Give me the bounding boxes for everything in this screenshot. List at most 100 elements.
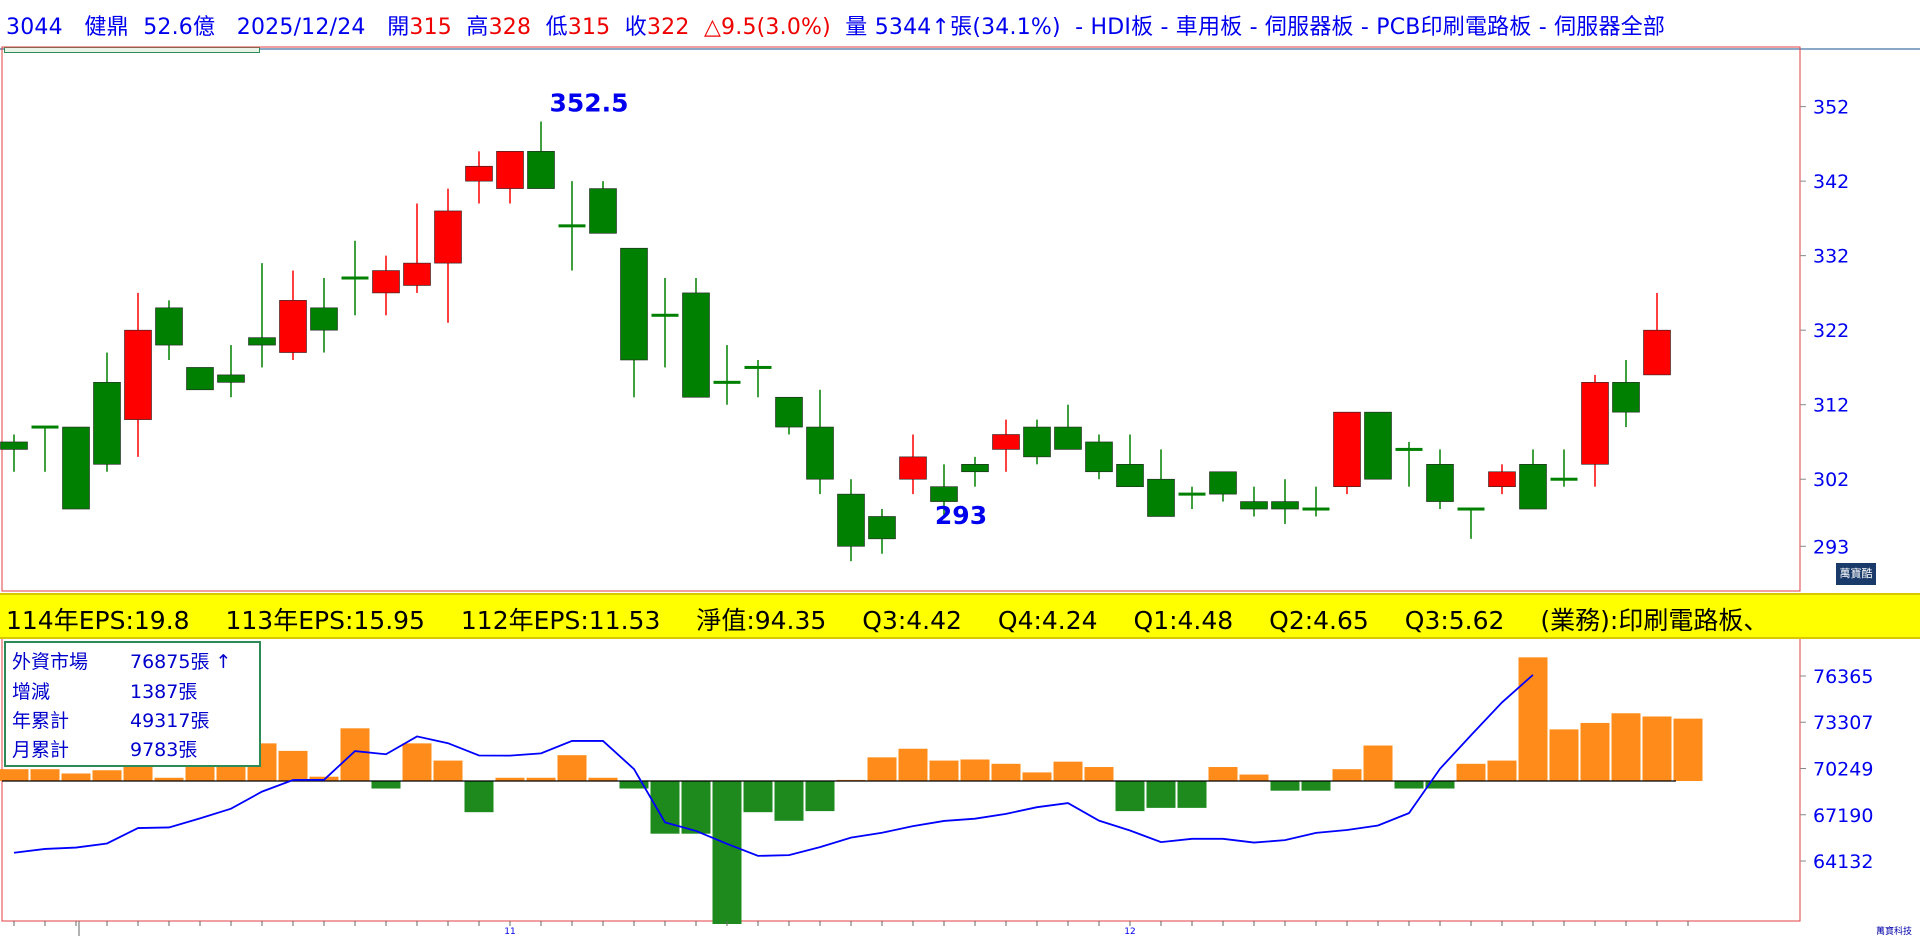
candle-body: [589, 188, 617, 234]
foreign-bar-sell: [712, 781, 742, 924]
foreign-bar-sell: [1270, 781, 1300, 791]
candle-doji: [31, 425, 59, 429]
candle-body: [806, 426, 834, 480]
foreign-bar-buy: [340, 728, 370, 781]
foreign-value: 9783張: [130, 739, 198, 761]
candle-body: [0, 441, 28, 450]
candle-doji: [713, 380, 741, 384]
candle-body: [1054, 426, 1082, 450]
foreign-bar-sell: [774, 781, 804, 821]
price-axis: 352 342 332 322 312 302 293: [1800, 97, 1849, 558]
price-tick-label: 342: [1813, 171, 1849, 193]
foreign-value: 1387張: [130, 681, 198, 703]
foreign-bar-sell: [1146, 781, 1176, 808]
candle-body: [1643, 329, 1671, 376]
candle-body: [1519, 464, 1547, 510]
bar-layer: [0, 657, 1703, 924]
eps-q3: Q3:5.62: [1404, 606, 1505, 635]
foreign-bar-buy: [61, 773, 91, 781]
foreign-bar-buy: [1084, 767, 1114, 781]
candle-body: [403, 262, 431, 286]
eps-113: 113年EPS:15.95: [225, 606, 425, 635]
candle-body: [217, 374, 245, 383]
net-value: 淨值:94.35: [696, 606, 827, 635]
open-value: 315: [409, 15, 452, 40]
foreign-bar-sell: [1394, 781, 1424, 789]
candle-body: [1426, 464, 1454, 502]
candle-doji: [1302, 507, 1330, 511]
foreign-row-year: 年累計 49317張: [12, 706, 209, 733]
foreign-label: 月累計: [12, 739, 70, 761]
open-label: 開: [387, 15, 410, 40]
volume-value: 5344↑張(34.1%): [874, 15, 1061, 40]
candle-body: [1488, 471, 1516, 487]
foreign-bar-sell: [1177, 781, 1207, 808]
candle-doji: [1550, 477, 1578, 481]
sector-list[interactable]: - HDI板 - 車用板 - 伺服器板 - PCB印刷電路板 - 伺服器全部: [1075, 15, 1666, 40]
price-tick-label: 322: [1813, 320, 1849, 342]
foreign-bar-buy: [1642, 716, 1672, 781]
price-tick-label: 332: [1813, 246, 1849, 268]
foreign-bar-buy: [1208, 767, 1238, 781]
foreign-bar-buy: [1022, 772, 1052, 781]
volume-label: 量: [845, 15, 868, 40]
brand-footer: 萬寶科技: [1876, 927, 1913, 937]
candle-body: [1116, 464, 1144, 487]
candle-body: [1209, 471, 1237, 495]
foreign-tick-label: 70249: [1813, 758, 1873, 780]
eps-114: 114年EPS:19.8: [6, 606, 190, 635]
candle-doji: [651, 313, 679, 317]
foreign-tick-label: 64132: [1813, 851, 1873, 873]
market-cap: 52.6億: [143, 15, 216, 40]
candle-doji: [1395, 447, 1423, 451]
close-label: 收: [624, 15, 647, 40]
foreign-bar-buy: [1580, 722, 1610, 781]
quote-date: 2025/12/24: [236, 15, 366, 40]
candle-body: [930, 486, 958, 502]
date-axis: 11 12: [13, 921, 1689, 937]
candle-body: [62, 426, 90, 510]
foreign-bar-sell: [805, 781, 835, 812]
candle-doji: [341, 276, 369, 280]
date-tick-label: 11: [504, 927, 515, 937]
foreign-bar-sell: [1301, 781, 1331, 791]
foreign-bar-buy: [433, 760, 463, 781]
candle-body: [527, 151, 555, 189]
price-annotation: 293: [935, 501, 987, 530]
foreign-investor-box: 外資市場 76875張 ↑ 增減 1387張 年累計 49317張 月累計 97…: [4, 641, 261, 767]
candle-body: [248, 337, 276, 346]
foreign-bar-buy: [960, 759, 990, 781]
candle-doji: [744, 365, 772, 369]
stock-code[interactable]: 3044: [6, 15, 63, 40]
foreign-bar-buy: [1363, 745, 1393, 781]
candle-body: [1333, 411, 1361, 487]
candle-body: [186, 367, 214, 391]
foreign-bar-sell: [1115, 781, 1145, 812]
candle-body: [1085, 441, 1113, 473]
foreign-bar-buy: [185, 767, 215, 781]
date-tick-label: 12: [1124, 927, 1135, 937]
close-value: 322: [646, 15, 690, 40]
foreign-bar-sell: [619, 781, 649, 789]
foreign-bar-buy: [278, 750, 308, 781]
candle-body: [837, 493, 865, 547]
foreign-row-month: 月累計 9783張: [12, 735, 197, 762]
foreign-bar-buy: [30, 769, 60, 781]
foreign-tick-label: 73307: [1813, 712, 1873, 734]
foreign-bar-buy: [991, 763, 1021, 781]
price-tick-label: 302: [1813, 469, 1849, 491]
candle-body: [496, 151, 524, 189]
candle-body: [992, 434, 1020, 450]
candle-body: [279, 300, 307, 353]
quote-line: 3044 健鼎 52.6億 2025/12/24 開315 高328 低315 …: [6, 9, 1665, 41]
foreign-bar-buy: [1549, 729, 1579, 781]
candle-body: [961, 464, 989, 473]
foreign-bar-buy: [1673, 718, 1703, 781]
foreign-bar-sell: [681, 781, 711, 834]
foreign-tick-label: 67190: [1813, 805, 1873, 827]
price-tick-label: 352: [1813, 97, 1849, 119]
foreign-bar-buy: [1053, 761, 1083, 781]
candle-body: [1240, 501, 1268, 510]
candle-body: [775, 396, 803, 428]
